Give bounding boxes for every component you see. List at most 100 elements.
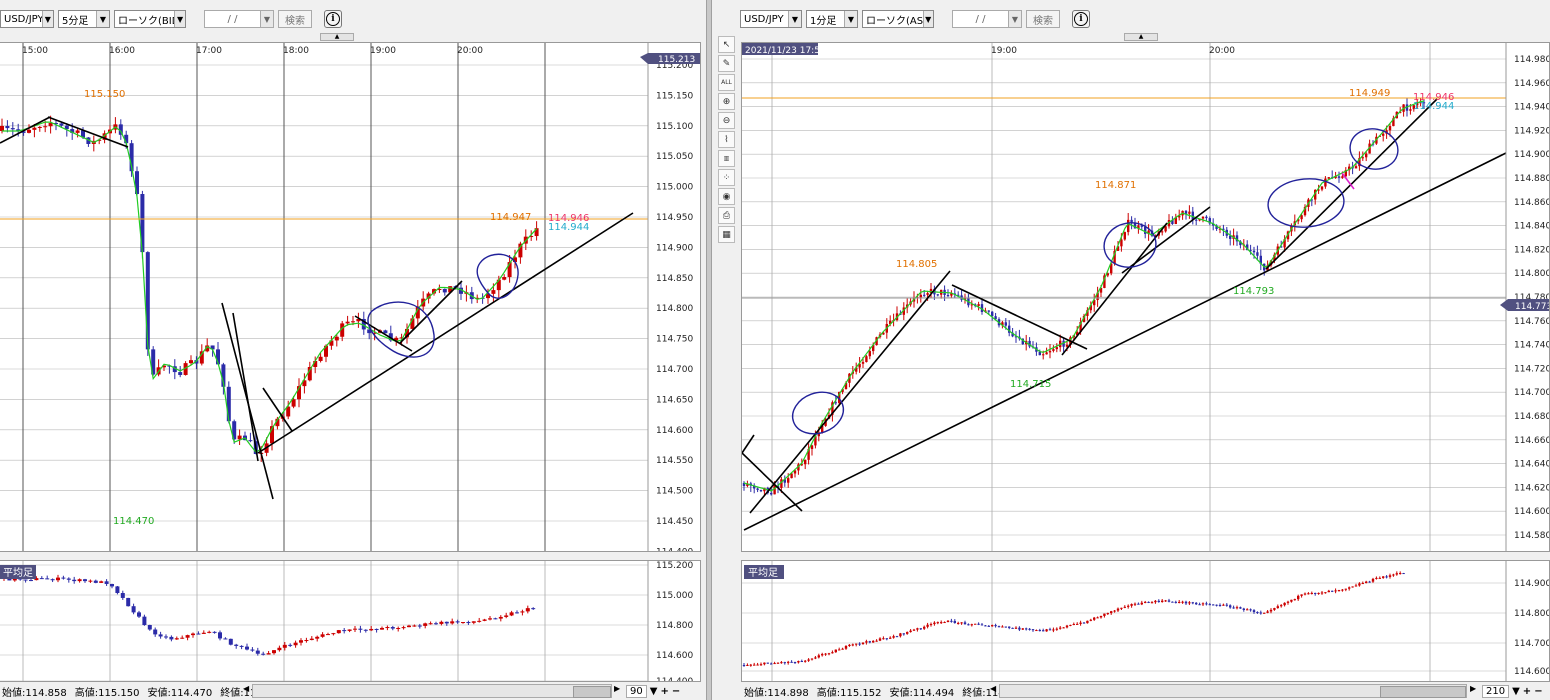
candle: [814, 436, 817, 446]
left-current-tag: [640, 53, 700, 64]
candle: [189, 360, 193, 364]
candle: [1130, 219, 1133, 224]
candle: [1188, 602, 1191, 604]
table-icon[interactable]: ▦: [718, 226, 735, 243]
right-collapse-handle[interactable]: ▲: [1124, 33, 1158, 41]
candle: [1382, 576, 1385, 578]
left-bar-count[interactable]: 90: [626, 684, 647, 698]
chevron-down-icon[interactable]: ▼: [649, 685, 658, 697]
right-scroll-right-arrow[interactable]: ▶: [1470, 684, 1477, 693]
all-erase-icon[interactable]: ALL: [718, 74, 735, 91]
candle: [110, 583, 114, 587]
candle: [286, 406, 291, 417]
right-symbol-value: USD/JPY: [744, 13, 784, 25]
candle: [814, 657, 817, 659]
candle: [1127, 605, 1130, 607]
candle: [145, 252, 150, 350]
candle: [353, 628, 357, 630]
right-info-button[interactable]: i: [1072, 10, 1090, 28]
candle: [1195, 219, 1198, 221]
chevron-down-icon[interactable]: ▼: [1512, 685, 1520, 697]
candle: [309, 638, 314, 641]
left-collapse-handle[interactable]: ▲: [320, 33, 354, 41]
left-timeframe-select[interactable]: 5分足 ▼: [58, 10, 110, 28]
right-timeframe-select[interactable]: 1分足 ▼: [806, 10, 858, 28]
candle: [1361, 583, 1364, 585]
candle: [234, 644, 239, 646]
price-axis-label: 114.800: [1514, 269, 1550, 279]
zoom-out-icon[interactable]: −: [671, 685, 681, 697]
zoom-in-icon[interactable]: +: [1522, 685, 1532, 697]
candle: [1232, 607, 1235, 609]
left-scroll-right-arrow[interactable]: ▶: [614, 684, 621, 693]
candle: [851, 644, 854, 646]
candle: [1229, 235, 1232, 239]
left-sub-chart[interactable]: 115.200 115.000 114.800 114.600 114.400 平均足: [0, 560, 701, 682]
left-charttype-select[interactable]: ローソク(BID)▼: [114, 10, 186, 28]
eye-icon[interactable]: ◉: [718, 188, 735, 205]
candle: [461, 622, 465, 624]
candle: [1110, 263, 1113, 274]
left-main-chart[interactable]: 15:00 16:00 17:00 18:00 19:00 20:00 115.150 1…: [0, 42, 701, 552]
right-scroll-thumb[interactable]: [1380, 686, 1466, 698]
candle: [899, 633, 902, 637]
left-date-input[interactable]: / / ▼: [204, 10, 274, 28]
zoom-in-icon[interactable]: ⊕: [718, 93, 735, 110]
left-symbol-select[interactable]: USD/JPY ▼: [0, 10, 54, 28]
candle: [1348, 166, 1351, 171]
candle: [1256, 252, 1259, 256]
right-main-chart[interactable]: 19:00 20:00 202: [741, 42, 1550, 552]
candle: [275, 418, 280, 427]
zoom-out-icon[interactable]: −: [1534, 685, 1543, 697]
price-axis-label: 114.600: [1514, 507, 1550, 517]
left-scroll-thumb[interactable]: [573, 686, 611, 698]
right-label-a3: 114.871: [1095, 180, 1136, 191]
right-scroll-left-arrow[interactable]: ◀: [990, 684, 997, 693]
candle: [1133, 603, 1137, 605]
left-scrollbar[interactable]: [252, 684, 612, 698]
candle: [753, 485, 756, 489]
candle: [129, 143, 134, 172]
candle: [872, 640, 875, 643]
left-info-button[interactable]: i: [324, 10, 342, 28]
candle: [428, 623, 433, 625]
candle: [1215, 225, 1218, 229]
candle: [909, 630, 912, 633]
candle: [831, 652, 834, 654]
grid-icon[interactable]: ⁘: [718, 169, 735, 186]
candle: [1388, 126, 1392, 131]
candle: [1344, 170, 1347, 177]
left-scroll-left-arrow[interactable]: ◀: [243, 684, 250, 693]
candle: [804, 459, 807, 465]
candle: [1334, 590, 1337, 592]
candle: [804, 660, 807, 662]
print-icon[interactable]: ⎙: [718, 207, 735, 224]
indicator-icon[interactable]: ▥: [718, 150, 735, 167]
time-axis-label: 16:00: [109, 46, 135, 56]
candle: [324, 345, 328, 357]
candle: [185, 635, 190, 638]
right-symbol-select[interactable]: USD/JPY ▼: [740, 10, 802, 28]
candle: [1341, 176, 1344, 178]
zoom-out-icon[interactable]: ⊖: [718, 112, 735, 129]
pen-icon[interactable]: ✎: [718, 55, 735, 72]
candle: [118, 124, 123, 135]
candle: [773, 663, 776, 665]
right-charttype-select[interactable]: ローソク(ASK)▼: [862, 10, 934, 28]
candle: [266, 653, 271, 655]
panel-splitter[interactable]: [706, 0, 712, 700]
right-sub-chart[interactable]: 114.900 114.800 114.700 114.600 平均足: [741, 560, 1550, 682]
candle: [960, 622, 963, 624]
cursor-icon[interactable]: ↖: [718, 36, 735, 53]
chart-icon[interactable]: ⌇: [718, 131, 735, 148]
right-sub-title: 平均足: [748, 567, 778, 579]
candle: [1341, 589, 1344, 591]
right-search-button[interactable]: 検索: [1026, 10, 1060, 28]
candle: [936, 294, 939, 296]
right-scrollbar[interactable]: [999, 684, 1467, 698]
right-bar-count[interactable]: 210: [1482, 684, 1510, 698]
right-date-input[interactable]: / / ▼: [952, 10, 1022, 28]
candle: [415, 306, 420, 319]
zoom-in-icon[interactable]: +: [660, 685, 669, 697]
left-search-button[interactable]: 検索: [278, 10, 312, 28]
